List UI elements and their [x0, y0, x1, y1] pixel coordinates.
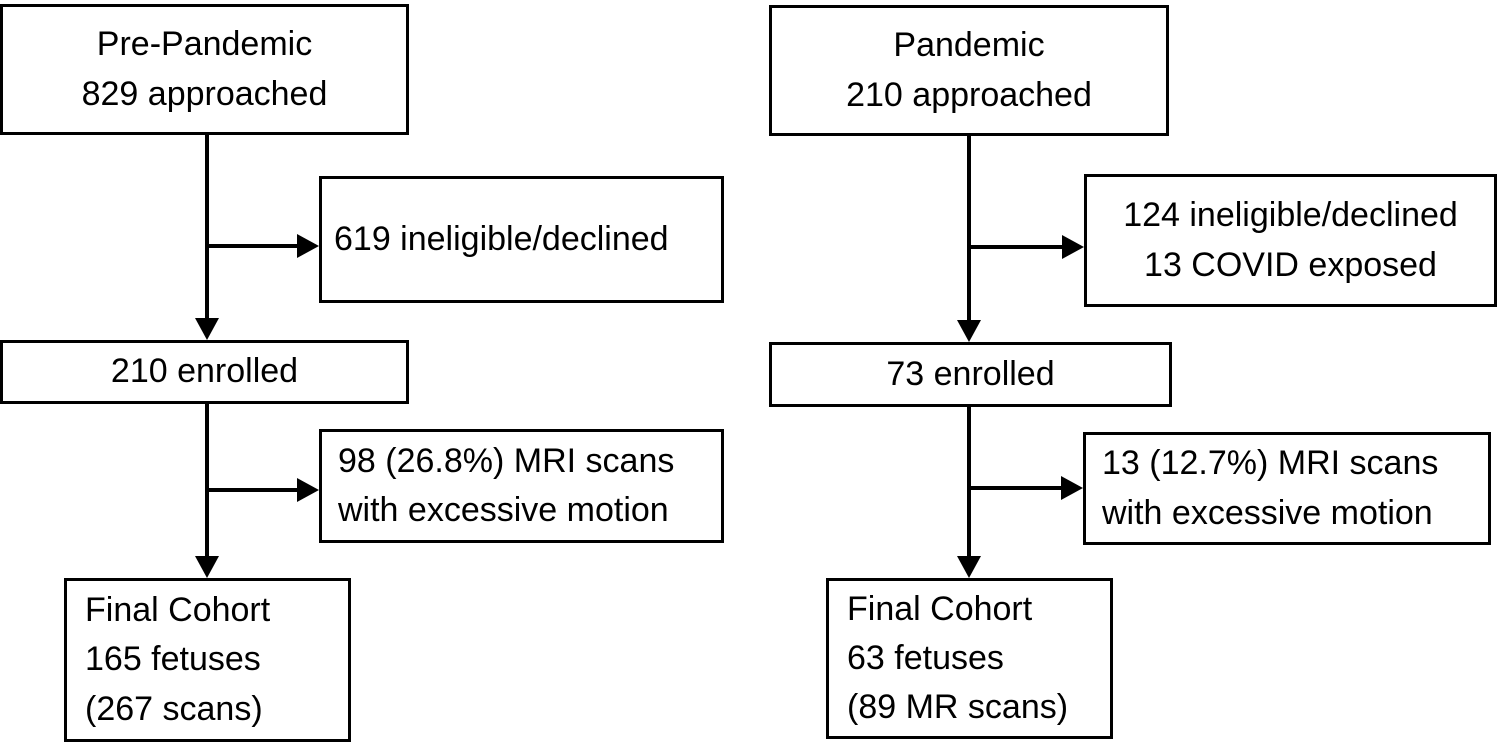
arrowhead-pre-excluded [297, 234, 319, 258]
arrowhead-pan-final [957, 556, 981, 578]
arrowhead-pan-motion [1061, 476, 1083, 500]
box-line: 98 (26.8%) MRI scans [338, 441, 675, 480]
box-line: with excessive motion [1102, 493, 1433, 532]
box-pre-pandemic-final-cohort: Final Cohort 165 fetuses (267 scans) [64, 578, 351, 742]
box-line: with excessive motion [338, 491, 669, 529]
box-pre-pandemic-enrolled: 210 enrolled [0, 340, 409, 404]
arrowhead-pan-enrolled [957, 320, 981, 342]
box-line: Pandemic [893, 26, 1045, 65]
box-line: 13 COVID exposed [1144, 245, 1437, 284]
box-line: 619 ineligible/declined [334, 219, 669, 258]
box-line: 63 fetuses [847, 638, 1004, 677]
box-line: Pre-Pandemic [96, 25, 313, 64]
box-pandemic-ineligible: 124 ineligible/declined 13 COVID exposed [1084, 174, 1497, 307]
box-line: 829 approached [81, 74, 328, 113]
arrowhead-pre-motion [297, 478, 319, 502]
box-pandemic-final-cohort: Final Cohort 63 fetuses (89 MR scans) [826, 578, 1113, 739]
arrowhead-pre-enrolled [195, 318, 219, 340]
box-pandemic-enrolled: 73 enrolled [769, 342, 1172, 407]
box-pre-pandemic-approached: Pre-Pandemic 829 approached [0, 4, 409, 135]
box-line: Final Cohort [85, 591, 271, 630]
box-line: 124 ineligible/declined [1123, 196, 1458, 235]
box-line: 210 approached [846, 75, 1092, 114]
box-pre-pandemic-motion: 98 (26.8%) MRI scans with excessive moti… [319, 429, 724, 543]
box-line: 165 fetuses [85, 640, 261, 679]
box-line: 210 enrolled [110, 352, 299, 391]
box-line: 13 (12.7%) MRI scans [1102, 444, 1439, 483]
arrowhead-pan-excluded [1062, 235, 1084, 259]
box-pre-pandemic-ineligible: 619 ineligible/declined [319, 176, 724, 303]
box-pandemic-approached: Pandemic 210 approached [769, 5, 1169, 136]
box-line: 73 enrolled [886, 354, 1055, 393]
box-line: (89 MR scans) [847, 688, 1069, 727]
arrowhead-pre-final [195, 556, 219, 578]
box-line: (267 scans) [85, 689, 263, 728]
box-pandemic-motion: 13 (12.7%) MRI scans with excessive moti… [1083, 432, 1491, 545]
box-line: Final Cohort [847, 589, 1033, 628]
